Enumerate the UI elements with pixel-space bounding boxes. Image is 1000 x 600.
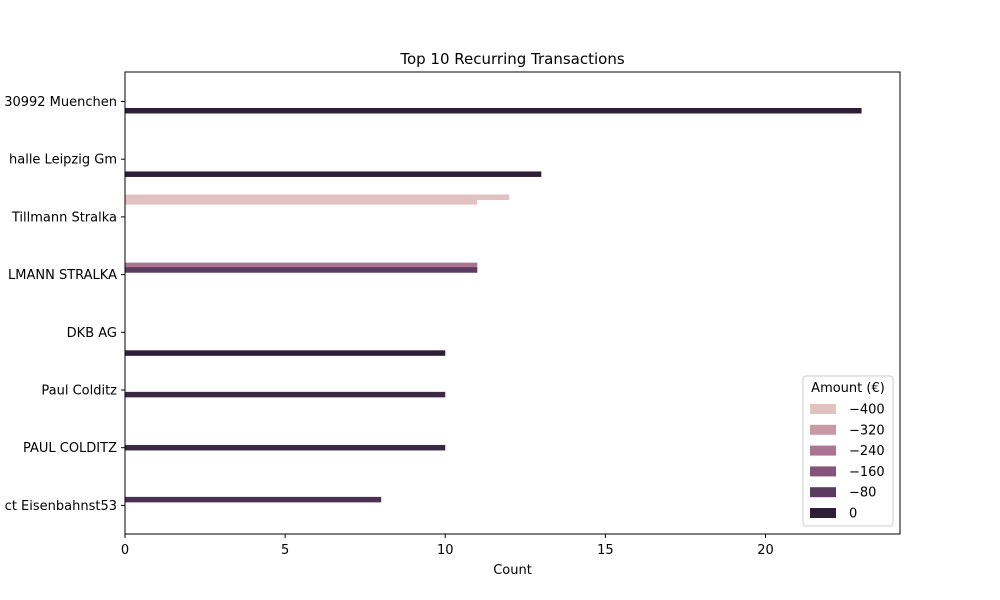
y-tick-label: PAUL COLDITZ bbox=[23, 441, 117, 456]
y-tick-label: ct Eisenbahnst53 bbox=[5, 499, 117, 514]
bar bbox=[125, 194, 510, 201]
plot-frame bbox=[124, 71, 901, 535]
legend-entry-label: −320 bbox=[849, 423, 885, 438]
x-axis-label: Count bbox=[493, 563, 532, 578]
bar bbox=[125, 199, 478, 205]
x-tick-label: 15 bbox=[597, 543, 614, 558]
x-tick-label: 20 bbox=[757, 543, 774, 558]
legend-swatch bbox=[810, 508, 836, 518]
legend-entry-label: −160 bbox=[849, 465, 885, 480]
legend-swatch bbox=[810, 487, 836, 498]
legend-swatch bbox=[810, 445, 836, 456]
legend-title: Amount (€) bbox=[811, 381, 885, 396]
legend-swatch bbox=[810, 424, 836, 435]
legend-entry-label: 0 bbox=[849, 507, 857, 522]
y-tick-label: 30992 Muenchen bbox=[4, 95, 117, 110]
bar bbox=[125, 107, 862, 114]
legend-entry-label: −240 bbox=[849, 444, 885, 459]
bar bbox=[125, 444, 446, 451]
y-tick-label: DKB AG bbox=[67, 326, 117, 341]
x-axis-ticks: 0 5 10 15 20 bbox=[121, 534, 774, 558]
legend-entry-label: −80 bbox=[849, 486, 876, 501]
y-tick-label: LMANN STRALKA bbox=[8, 268, 117, 283]
bar bbox=[125, 171, 542, 177]
legend-swatch bbox=[810, 466, 836, 477]
y-tick-label: Tillmann Stralka bbox=[11, 210, 117, 225]
legend-entry-label: −400 bbox=[849, 403, 885, 418]
y-tick-label: Paul Colditz bbox=[41, 384, 117, 399]
y-tick-label: halle Leipzig Gm bbox=[9, 153, 117, 168]
bar bbox=[125, 267, 478, 273]
x-tick-label: 5 bbox=[281, 543, 289, 558]
x-tick-label: 0 bbox=[121, 543, 129, 558]
x-tick-label: 10 bbox=[437, 543, 454, 558]
bar bbox=[125, 496, 382, 503]
y-axis-ticks: 30992 Muenchen halle Leipzig Gm Tillmann S… bbox=[4, 95, 125, 514]
bar bbox=[125, 391, 446, 398]
bars-layer bbox=[125, 107, 862, 503]
bar bbox=[125, 262, 478, 269]
legend-swatch bbox=[810, 404, 836, 414]
chart-title: Top 10 Recurring Transactions bbox=[399, 50, 625, 68]
legend: Amount (€) −400 −320 −240 −160 −80 0 bbox=[802, 375, 894, 527]
bar bbox=[125, 350, 446, 356]
